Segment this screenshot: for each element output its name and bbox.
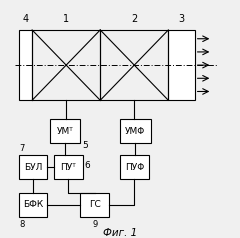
- Bar: [120, 155, 149, 179]
- Bar: [168, 30, 195, 100]
- Bar: [80, 193, 109, 217]
- Text: УМᵀ: УМᵀ: [57, 127, 73, 135]
- Bar: [19, 30, 32, 100]
- Text: ГС: ГС: [89, 200, 101, 209]
- Text: 4: 4: [23, 15, 29, 25]
- Text: 2: 2: [131, 15, 138, 25]
- Bar: [120, 119, 151, 143]
- Text: 1: 1: [63, 15, 69, 25]
- Text: БФК: БФК: [23, 200, 43, 209]
- Bar: [54, 155, 83, 179]
- Text: БУЛ: БУЛ: [24, 163, 42, 172]
- Text: 5: 5: [83, 141, 88, 150]
- Text: УМΦ: УМΦ: [125, 127, 145, 135]
- Bar: [50, 119, 80, 143]
- Text: 7: 7: [19, 144, 24, 153]
- Text: 3: 3: [179, 15, 185, 25]
- Text: ПУΦ: ПУΦ: [125, 163, 144, 172]
- Text: 6: 6: [85, 161, 90, 170]
- Text: 9: 9: [92, 220, 97, 229]
- Bar: [19, 155, 48, 179]
- Text: ПУᵀ: ПУᵀ: [60, 163, 76, 172]
- Bar: [19, 193, 48, 217]
- Text: Фиг. 1: Фиг. 1: [103, 228, 137, 238]
- Text: 8: 8: [19, 220, 24, 229]
